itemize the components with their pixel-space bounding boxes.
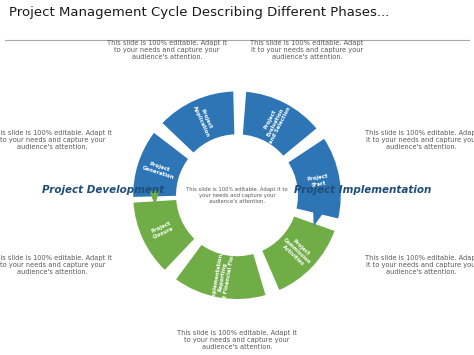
Text: Project Management Cycle Describing Different Phases...: Project Management Cycle Describing Diff… [9, 6, 390, 20]
Text: Project
Start: Project Start [307, 174, 329, 188]
Wedge shape [287, 137, 342, 220]
Text: Project
Commission
Activities: Project Commission Activities [279, 233, 316, 269]
Text: Project Implementation: Project Implementation [294, 185, 432, 195]
Text: Project
Generation: Project Generation [141, 159, 176, 180]
Text: Project
Closure: Project Closure [150, 220, 175, 240]
Wedge shape [161, 91, 236, 154]
Text: This slide is 100% editable. Adapt it
to your needs and capture your
audience's : This slide is 100% editable. Adapt it to… [0, 255, 112, 275]
Polygon shape [313, 211, 322, 226]
Text: This slide is 100% editable. Adapt it to
your needs and capture your
audience's : This slide is 100% editable. Adapt it to… [186, 187, 288, 203]
Text: This slide is 100% editable. Adapt
it to your needs and capture your
audience's : This slide is 100% editable. Adapt it to… [365, 130, 474, 150]
Text: Project
Evaluation
and Selection: Project Evaluation and Selection [258, 100, 292, 144]
Text: Project
Application: Project Application [191, 102, 215, 138]
Text: Implementation,
Reporting
And Financial Flows: Implementation, Reporting And Financial … [210, 246, 236, 307]
Polygon shape [149, 191, 159, 205]
Text: This slide is 100% editable. Adapt it
to your needs and capture your
audience's : This slide is 100% editable. Adapt it to… [177, 330, 297, 350]
Text: This slide is 100% editable. Adapt it
to your needs and capture your
audience's : This slide is 100% editable. Adapt it to… [107, 40, 227, 60]
Circle shape [179, 137, 295, 253]
Wedge shape [132, 131, 190, 198]
Wedge shape [174, 244, 267, 300]
Text: Project Development: Project Development [42, 185, 164, 195]
Text: This slide is 100% editable. Adapt
it to your needs and capture your
audience's : This slide is 100% editable. Adapt it to… [250, 40, 364, 60]
Text: This slide is 100% editable. Adapt it
to your needs and capture your
audience's : This slide is 100% editable. Adapt it to… [0, 130, 112, 150]
Wedge shape [261, 215, 336, 291]
Wedge shape [242, 91, 318, 157]
Wedge shape [132, 199, 196, 271]
Text: This slide is 100% editable. Adapt
it to your needs and capture your
audience's : This slide is 100% editable. Adapt it to… [365, 255, 474, 275]
